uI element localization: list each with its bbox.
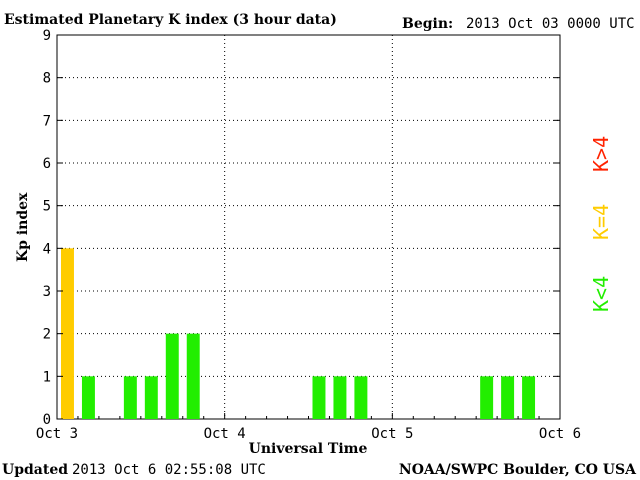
y-tick-label: 6 [43, 156, 51, 172]
bars [61, 248, 536, 419]
kp-bar [522, 376, 536, 419]
legend-k-greater-4: K>4 [589, 136, 613, 172]
updated-value: 2013 Oct 6 02:55:08 UTC [72, 462, 266, 478]
legend-k-less-4: K<4 [589, 276, 613, 312]
x-tick-label: Oct 6 [539, 426, 581, 442]
y-tick-label: 7 [43, 113, 51, 129]
x-tick-label: Oct 4 [204, 426, 246, 442]
y-axis-ticks: 0 1 2 3 4 5 6 7 8 9 [43, 28, 560, 428]
y-tick-label: 3 [43, 284, 51, 300]
kp-bar [144, 376, 158, 419]
y-tick-label: 0 [43, 412, 51, 428]
y-tick-label: 5 [43, 199, 51, 215]
y-tick-label: 4 [43, 241, 51, 257]
kp-bar [501, 376, 515, 419]
x-axis-ticks: Oct 3 Oct 4 Oct 5 Oct 6 [36, 413, 581, 442]
kp-bar [81, 376, 95, 419]
kp-bar [61, 248, 74, 419]
plot-area-frame [56, 34, 561, 420]
kp-bar [333, 376, 347, 419]
begin-label: Begin: [402, 16, 453, 32]
kp-bar [186, 333, 200, 419]
updated-label: Updated [2, 462, 68, 478]
x-tick-label: Oct 3 [36, 426, 78, 442]
y-tick-label: 1 [43, 369, 51, 385]
kp-bar [312, 376, 326, 419]
kp-bar [165, 333, 179, 419]
grid-lines [57, 34, 560, 419]
chart-title: Estimated Planetary K index (3 hour data… [4, 12, 337, 28]
x-tick-label: Oct 5 [371, 426, 413, 442]
y-tick-label: 2 [43, 327, 51, 343]
source-credit: NOAA/SWPC Boulder, CO USA [399, 462, 637, 478]
y-tick-label: 8 [43, 71, 51, 87]
kp-bar [123, 376, 137, 419]
x-axis-title: Universal Time [249, 441, 368, 457]
legend-k-equal-4: K=4 [589, 204, 613, 240]
y-axis-title: Kp index [15, 192, 31, 262]
begin-value: 2013 Oct 03 0000 UTC [466, 16, 635, 32]
kp-bar [480, 376, 494, 419]
kp-bar [354, 376, 368, 419]
y-tick-label: 9 [43, 28, 51, 44]
